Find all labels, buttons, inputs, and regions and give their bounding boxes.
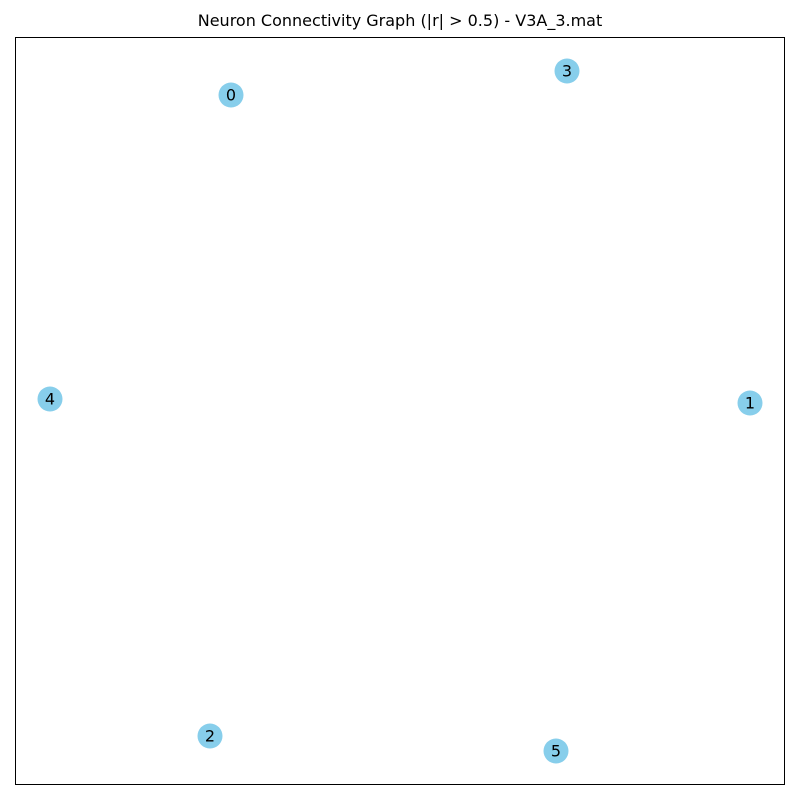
- node-label: 5: [551, 742, 561, 761]
- graph-node-1: 1: [737, 390, 763, 416]
- node-circle: [218, 82, 244, 108]
- axes-frame: [15, 37, 785, 785]
- node-label: 1: [745, 394, 755, 413]
- graph-node-0: 0: [218, 82, 244, 108]
- graph-node-5: 5: [543, 738, 569, 764]
- node-circle: [197, 723, 223, 749]
- node-circle: [737, 390, 763, 416]
- node-label: 3: [562, 62, 572, 81]
- node-label: 0: [226, 86, 236, 105]
- graph-node-4: 4: [37, 386, 63, 412]
- node-circle: [37, 386, 63, 412]
- nodes-layer: 0 1 2 3 4 5: [37, 58, 763, 764]
- chart-title: Neuron Connectivity Graph (|r| > 0.5) - …: [197, 11, 603, 30]
- node-circle: [554, 58, 580, 84]
- graph-node-2: 2: [197, 723, 223, 749]
- node-label: 4: [45, 390, 55, 409]
- graph-node-3: 3: [554, 58, 580, 84]
- node-circle: [543, 738, 569, 764]
- node-label: 2: [205, 727, 215, 746]
